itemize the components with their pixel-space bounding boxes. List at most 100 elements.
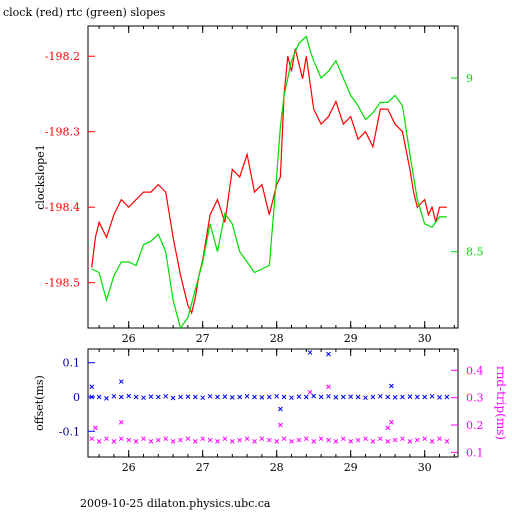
x-tick-label: 29 bbox=[344, 332, 358, 345]
y-tick-label: 0.1 bbox=[63, 357, 81, 370]
offset-point bbox=[266, 394, 272, 400]
offset-point bbox=[307, 350, 313, 355]
rnd-trip-point bbox=[178, 437, 183, 443]
offset-point bbox=[377, 393, 383, 399]
rnd-trip-point bbox=[385, 439, 391, 444]
offset-point bbox=[326, 351, 331, 357]
y2-tick-label: 0.4 bbox=[466, 364, 484, 377]
rnd-trip-point bbox=[207, 437, 213, 443]
offset-point bbox=[348, 394, 354, 400]
rnd-trip-point bbox=[237, 437, 243, 443]
top-plot-frame bbox=[87, 25, 459, 329]
rnd-trip-point bbox=[377, 436, 383, 442]
offset-point bbox=[111, 393, 117, 399]
y-axis-label: clockslope1 bbox=[34, 144, 47, 209]
offset-point bbox=[274, 393, 280, 399]
y-tick-label: -198.5 bbox=[45, 277, 80, 290]
offset-point bbox=[96, 394, 102, 400]
rnd-trip-point bbox=[126, 437, 132, 443]
offset-point bbox=[422, 394, 428, 400]
offset-point bbox=[222, 394, 228, 400]
offset-point bbox=[296, 394, 302, 400]
offset-point bbox=[118, 379, 124, 384]
rnd-trip-point bbox=[363, 436, 368, 442]
chart-title: clock (red) rtc (green) slopes bbox=[3, 6, 166, 19]
rnd-trip-point bbox=[303, 436, 309, 442]
offset-point bbox=[385, 394, 391, 400]
offset-point bbox=[444, 394, 450, 400]
offset-point bbox=[89, 394, 95, 400]
offset-point bbox=[104, 396, 109, 401]
offset-point bbox=[340, 394, 346, 400]
rnd-trip-point bbox=[326, 384, 331, 390]
rnd-trip-series bbox=[89, 384, 450, 444]
offset-point bbox=[281, 394, 287, 400]
y2-tick-label: 0.2 bbox=[466, 419, 484, 432]
y-tick-label: -198.3 bbox=[45, 126, 80, 139]
rtc-series-line bbox=[91, 35, 447, 330]
offset-point bbox=[400, 394, 405, 400]
rnd-trip-point bbox=[289, 439, 294, 444]
clock-series-line bbox=[91, 48, 447, 315]
rnd-trip-point bbox=[118, 419, 124, 425]
rnd-trip-point bbox=[274, 439, 280, 444]
x-tick-label: 28 bbox=[270, 332, 284, 345]
x-tick-label: 28 bbox=[270, 461, 284, 474]
rnd-trip-point bbox=[192, 439, 198, 444]
offset-point bbox=[89, 384, 95, 390]
offset-point bbox=[163, 393, 169, 399]
offset-point bbox=[311, 393, 317, 399]
bottom-plot-frame bbox=[87, 348, 459, 458]
rnd-trip-point bbox=[281, 436, 287, 442]
rnd-trip-point bbox=[311, 439, 317, 444]
offset-point bbox=[259, 394, 265, 400]
rnd-trip-point bbox=[385, 425, 391, 431]
offset-point bbox=[185, 394, 191, 400]
offset-point bbox=[215, 394, 220, 400]
x-tick-label: 26 bbox=[122, 461, 136, 474]
rnd-trip-point bbox=[244, 436, 250, 442]
rnd-trip-point bbox=[400, 436, 405, 442]
offset-point bbox=[126, 393, 132, 399]
offset-point bbox=[326, 393, 331, 399]
rnd-trip-point bbox=[348, 439, 354, 444]
offset-point bbox=[363, 395, 368, 401]
y2-tick-label: 0.1 bbox=[466, 446, 484, 459]
offset-point bbox=[141, 395, 146, 401]
offset-point bbox=[392, 394, 398, 400]
rnd-trip-point bbox=[252, 439, 257, 444]
offset-point bbox=[278, 406, 283, 412]
rnd-trip-point bbox=[111, 439, 117, 444]
offset-point bbox=[414, 394, 420, 400]
y-tick-label: -198.2 bbox=[45, 50, 80, 63]
x-tick-label: 27 bbox=[196, 332, 210, 345]
offset-point bbox=[318, 394, 324, 400]
offset-point bbox=[207, 393, 213, 399]
offset-point bbox=[437, 394, 442, 400]
rnd-trip-point bbox=[429, 439, 435, 444]
rnd-trip-point bbox=[185, 436, 191, 442]
rnd-trip-point bbox=[215, 439, 220, 444]
offset-point bbox=[148, 394, 154, 400]
rnd-trip-point bbox=[93, 425, 98, 431]
offset-point bbox=[200, 395, 206, 401]
offset-point bbox=[155, 394, 161, 400]
offset-point bbox=[133, 394, 139, 400]
rnd-trip-point bbox=[370, 439, 376, 444]
rnd-trip-point bbox=[259, 436, 265, 442]
rnd-trip-point bbox=[266, 437, 272, 443]
rnd-trip-point bbox=[307, 389, 313, 395]
offset-point bbox=[333, 394, 339, 400]
rnd-trip-point bbox=[318, 436, 324, 442]
footer-text: 2009-10-25 dilaton.physics.ubc.ca bbox=[80, 497, 271, 510]
rnd-trip-point bbox=[229, 439, 235, 444]
offset-point bbox=[237, 394, 243, 400]
y-axis-label: offset(ms) bbox=[33, 375, 46, 431]
x-tick-label: 26 bbox=[122, 332, 136, 345]
offset-point bbox=[289, 395, 294, 401]
rnd-trip-point bbox=[444, 439, 450, 444]
rnd-trip-point bbox=[200, 436, 206, 442]
offset-point bbox=[192, 394, 198, 400]
offset-point bbox=[407, 394, 413, 400]
